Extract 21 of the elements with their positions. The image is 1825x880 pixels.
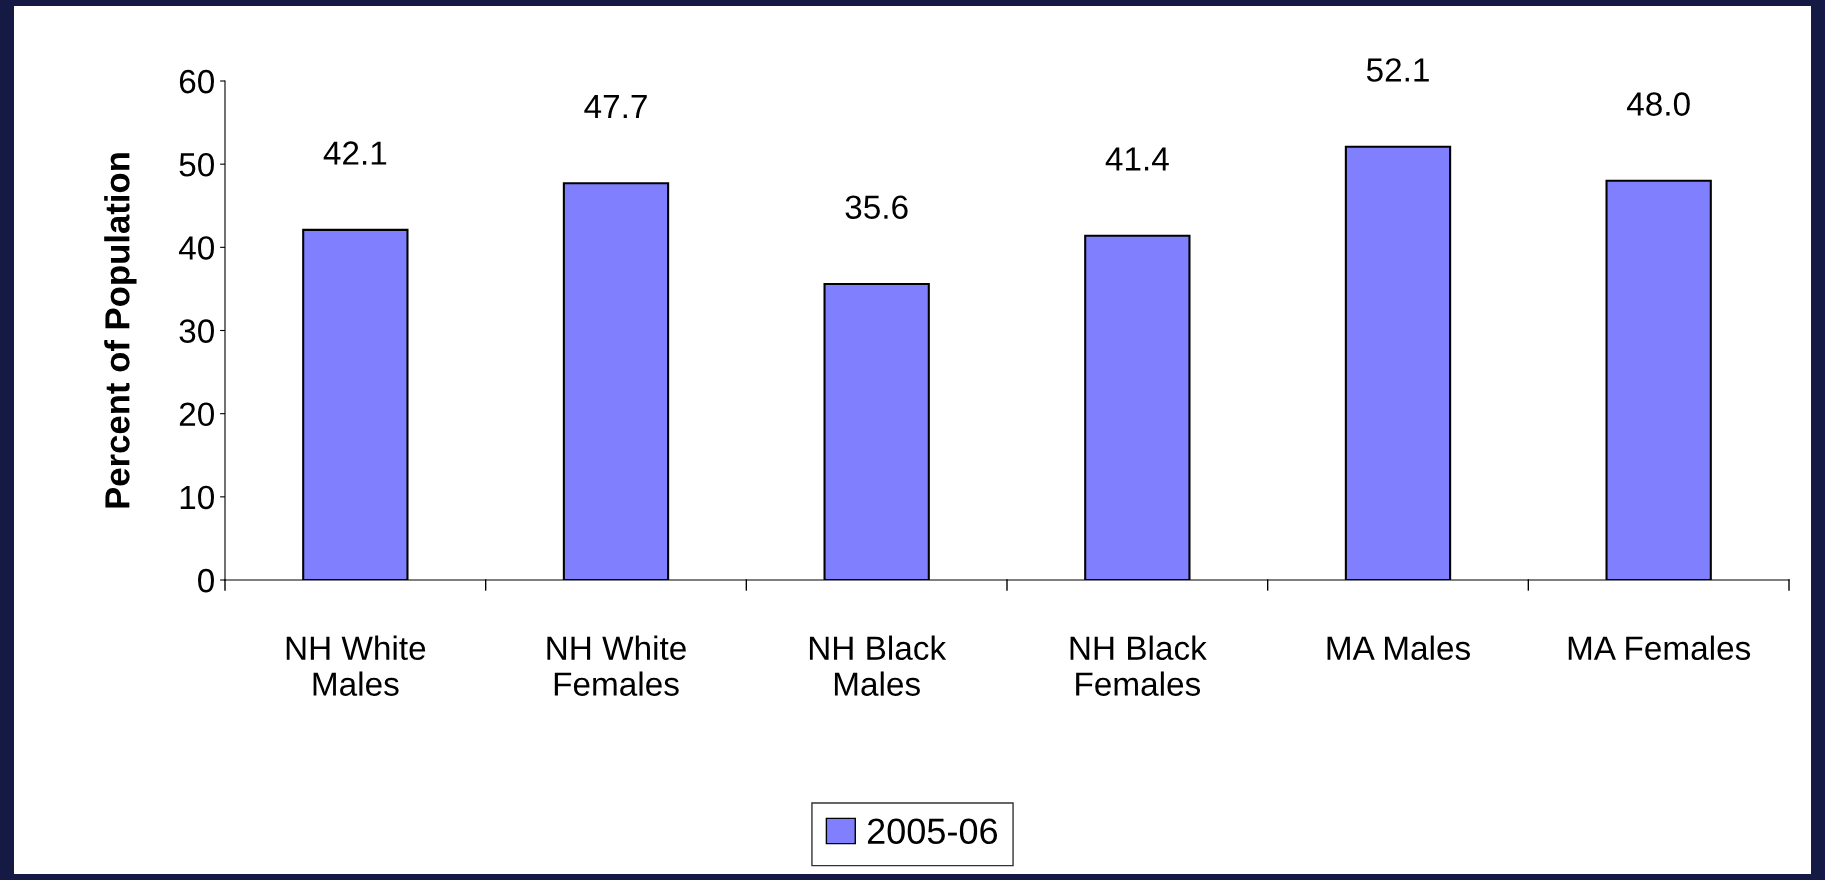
y-axis-title: Percent of Population (104, 153, 137, 508)
y-tick-label: 10 (180, 485, 214, 510)
data-label: 41.4 (1105, 147, 1169, 171)
y-tick-label: 50 (179, 152, 214, 177)
y-tick-label: 60 (179, 69, 214, 94)
x-tick-label: NH White Males (286, 635, 426, 696)
y-tick-label: 40 (178, 236, 214, 260)
x-tick-label: NH Black Females (1070, 635, 1207, 696)
y-tick-label: 30 (179, 319, 214, 343)
legend-label: 2005-06 (867, 818, 998, 845)
x-tick-label: MA Males (1327, 635, 1470, 661)
y-tick-label: 0 (198, 568, 214, 593)
x-tick-label: NH White Females (547, 635, 686, 696)
data-label: 42.1 (323, 141, 387, 165)
x-tick-label: MA Females (1568, 635, 1751, 661)
data-label: 35.6 (845, 195, 908, 219)
y-tick-label: 20 (179, 402, 214, 427)
data-label: 48.0 (1627, 92, 1690, 116)
data-label: 52.1 (1366, 58, 1429, 82)
x-tick-label: NH Black Males (809, 635, 947, 696)
data-label: 47.7 (584, 95, 647, 119)
